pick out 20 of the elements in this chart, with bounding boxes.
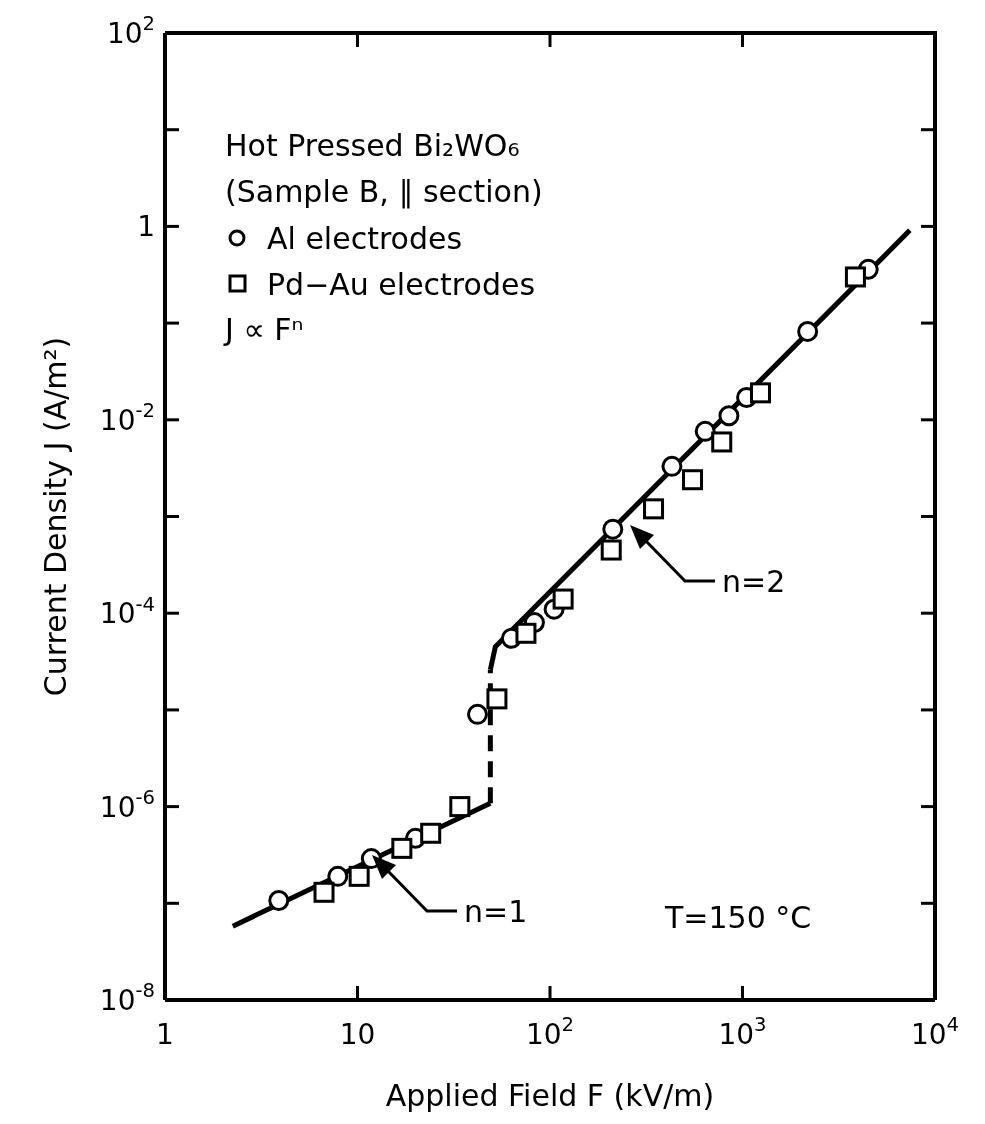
x-tick-label: 10	[339, 1018, 376, 1051]
annotation: T=150 °C	[665, 899, 812, 937]
y-tick-label: 10$^{-6}$	[99, 786, 155, 824]
y-axis-title: Current Density J (A/m²)	[37, 336, 73, 697]
annotation: n=1	[464, 894, 528, 929]
x-tick-label: 10$^{4}$	[910, 1013, 960, 1051]
y-tick-label: 10$^{-8}$	[99, 979, 155, 1017]
y-tick-label: 1	[137, 210, 155, 244]
y-tick-label: 10$^{-4}$	[99, 592, 155, 631]
annotation: J ∝ Fⁿ	[225, 311, 304, 349]
x-tick-label: 10$^{2}$	[525, 1013, 575, 1051]
legend-label: Pd−Au electrodes	[267, 266, 536, 302]
legend-label: Al electrodes	[267, 220, 463, 256]
x-tick-label: 10$^{3}$	[718, 1013, 767, 1051]
y-tick-label: 10$^{2}$	[106, 12, 155, 50]
y-tick-label: 10$^{-2}$	[99, 399, 155, 437]
x-axis-title: Applied Field F (kV/m)	[385, 1078, 715, 1113]
annotation: Hot Pressed Bi₂WO₆	[225, 127, 520, 165]
annotation: (Sample B, ∥ section)	[225, 173, 543, 211]
annotation: n=2	[722, 564, 786, 599]
